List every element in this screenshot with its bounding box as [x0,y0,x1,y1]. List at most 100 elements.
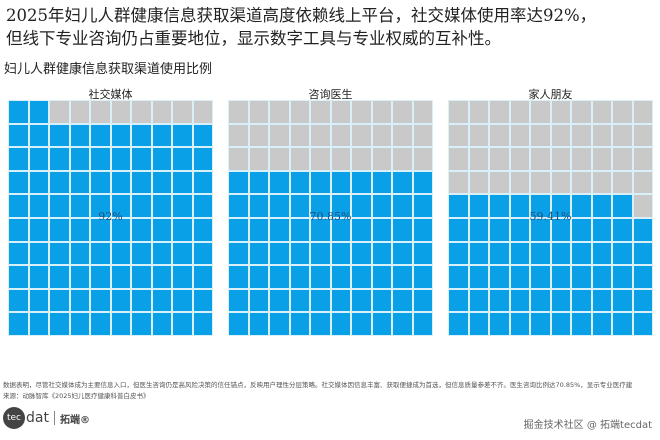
waffle-cell-empty [449,124,468,147]
waffle-cell-filled [249,313,268,335]
waffle-cell-filled [152,266,171,288]
waffle-cell-filled [510,242,529,265]
waffle-cell-filled [9,195,28,217]
waffle-cell-filled [173,219,192,241]
waffle-value-label: 59.41% [529,210,572,223]
waffle-cell-filled [173,195,192,217]
waffle-cell-filled [331,289,350,312]
waffle-cell-empty [331,101,350,123]
waffle-cell-empty [249,101,268,123]
waffle-cell-empty [633,124,652,147]
waffle-cell-empty [531,101,550,123]
waffle-cell-empty [633,195,652,217]
waffle-cell-empty [173,101,192,123]
waffle-cell-filled [331,195,350,217]
waffle-cell-empty [551,101,570,123]
waffle-cell-filled [9,242,28,265]
waffle-cell-filled [613,289,632,312]
waffle-cell-filled [249,242,268,265]
waffle-cell-filled [490,313,509,335]
waffle-cell-filled [331,219,350,241]
waffle-cell-empty [91,101,110,123]
waffle-cell-empty [311,124,330,147]
waffle-cell-filled [152,195,171,217]
waffle-cell-filled [50,148,69,170]
waffle-cell-filled [372,266,391,288]
waffle-cell-filled [352,313,371,335]
waffle-cell-filled [270,219,289,241]
waffle-cell-empty [490,124,509,147]
waffle-cell-filled [490,195,509,217]
waffle-cell-filled [193,124,212,147]
waffle-cell-filled [551,242,570,265]
waffle-cell-filled [633,266,652,288]
waffle-cell-empty [510,171,529,194]
waffle-cell-filled [331,171,350,194]
waffle-cell-empty [469,148,488,170]
waffle-cell-filled [352,195,371,217]
waffle-cell-empty [290,101,309,123]
waffle-cell-empty [372,148,391,170]
waffle-cell-filled [393,219,412,241]
waffle-cell-filled [50,195,69,217]
waffle-cell-filled [132,266,151,288]
tecdat-logo: tec dat 拓端® [3,407,90,429]
waffle-cell-empty [592,124,611,147]
waffle-cell-empty [531,171,550,194]
waffle-cell-empty [469,101,488,123]
waffle-cell-filled [50,242,69,265]
waffle-cell-filled [152,289,171,312]
waffle-cell-empty [592,171,611,194]
waffle-cell-filled [152,148,171,170]
waffle-cell-filled [449,289,468,312]
waffle-cell-filled [152,313,171,335]
waffle-cell-filled [413,195,432,217]
waffle-cell-filled [91,242,110,265]
waffle-cell-filled [50,124,69,147]
waffle-cell-filled [91,266,110,288]
waffle-cell-filled [132,313,151,335]
waffle-cell-filled [270,195,289,217]
waffle-cell-filled [311,219,330,241]
waffle-cell-filled [29,219,48,241]
waffle-cell-filled [193,289,212,312]
waffle-cell-empty [592,148,611,170]
waffle-cell-filled [173,148,192,170]
waffle-cell-empty [469,171,488,194]
waffle-cell-filled [270,242,289,265]
waffle-cell-filled [393,242,412,265]
waffle-cell-filled [613,242,632,265]
waffle-cell-filled [70,242,89,265]
waffle-cell-filled [91,124,110,147]
waffle-cell-filled [613,219,632,241]
waffle-cell-filled [449,266,468,288]
waffle-cell-filled [152,242,171,265]
waffle-cell-filled [413,266,432,288]
waffle-cell-filled [173,171,192,194]
waffle-cell-filled [331,242,350,265]
waffle-cell-filled [413,171,432,194]
waffle-cell-filled [510,313,529,335]
waffle-cell-filled [551,266,570,288]
waffle-cell-filled [572,313,591,335]
waffle-cell-filled [572,266,591,288]
waffle-cell-filled [111,313,130,335]
waffle-value-label: 92% [98,210,123,223]
waffle-cell-filled [352,242,371,265]
waffle-cell-filled [70,289,89,312]
waffle-cell-empty [352,124,371,147]
footnote: 数据表明，尽管社交媒体成为主要信息入口，但医生咨询仍是高风险决策的信任锚点，反映… [3,381,633,400]
waffle-cell-empty [613,171,632,194]
waffle-cell-filled [132,219,151,241]
waffle-cell-filled [193,313,212,335]
waffle-cell-filled [372,313,391,335]
waffle-cell-filled [531,313,550,335]
waffle-cell-filled [91,289,110,312]
waffle-cell-empty [449,101,468,123]
waffle-cell-filled [91,171,110,194]
waffle-cell-empty [111,101,130,123]
waffle-cell-filled [111,242,130,265]
waffle-cell-filled [29,195,48,217]
waffle-cell-filled [173,124,192,147]
waffle-cell-filled [132,289,151,312]
